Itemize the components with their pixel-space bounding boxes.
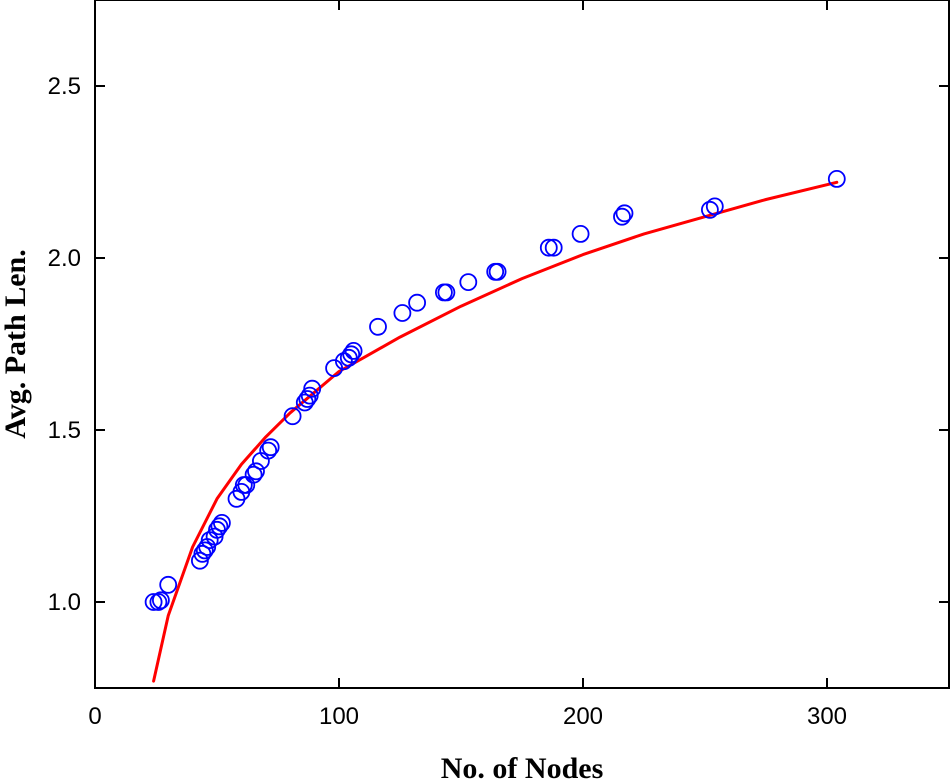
x-axis-title: No. of Nodes — [441, 752, 604, 783]
data-point — [571, 224, 590, 243]
fit-curve — [152, 180, 839, 683]
data-point — [827, 169, 846, 188]
data-point — [393, 304, 412, 322]
y-axis-title: Avg. Path Len. — [0, 249, 32, 438]
data-point — [544, 238, 563, 257]
x-tick-label: 300 — [807, 703, 847, 730]
x-axis-ticks: 0 100 200 300 — [88, 0, 847, 730]
data-point — [615, 204, 634, 223]
data-point — [247, 462, 265, 481]
data-point — [459, 273, 478, 292]
fit-curve-layer — [152, 180, 839, 683]
data-point — [244, 465, 263, 484]
y-tick-label: 2.0 — [48, 245, 81, 272]
y-tick-label: 2.5 — [48, 73, 81, 100]
data-point — [369, 317, 387, 336]
x-tick-label: 100 — [319, 703, 359, 730]
data-point — [298, 390, 317, 408]
plot-frame — [94, 0, 950, 689]
data-point — [613, 207, 631, 226]
y-axis-ticks: 1.0 1.5 2.0 2.5 — [48, 73, 949, 616]
data-point — [151, 591, 170, 610]
data-point — [303, 379, 322, 398]
x-tick-label: 200 — [563, 703, 603, 730]
y-tick-label: 1.0 — [48, 589, 81, 616]
data-points-layer — [144, 169, 846, 611]
data-point — [159, 575, 178, 594]
data-point — [437, 283, 456, 302]
x-tick-label: 0 — [88, 703, 101, 730]
data-point — [283, 407, 302, 426]
data-point — [212, 514, 231, 532]
data-point — [705, 197, 724, 216]
data-point — [539, 238, 558, 257]
data-point — [408, 293, 427, 312]
y-tick-label: 1.5 — [48, 417, 81, 444]
data-point — [210, 517, 229, 536]
data-point — [342, 345, 361, 364]
data-point — [149, 593, 168, 611]
data-point — [144, 593, 163, 611]
data-point — [701, 200, 719, 219]
data-point — [261, 438, 280, 457]
data-point — [195, 541, 214, 560]
data-point — [488, 262, 507, 281]
data-point — [344, 341, 363, 360]
data-point — [259, 441, 278, 460]
